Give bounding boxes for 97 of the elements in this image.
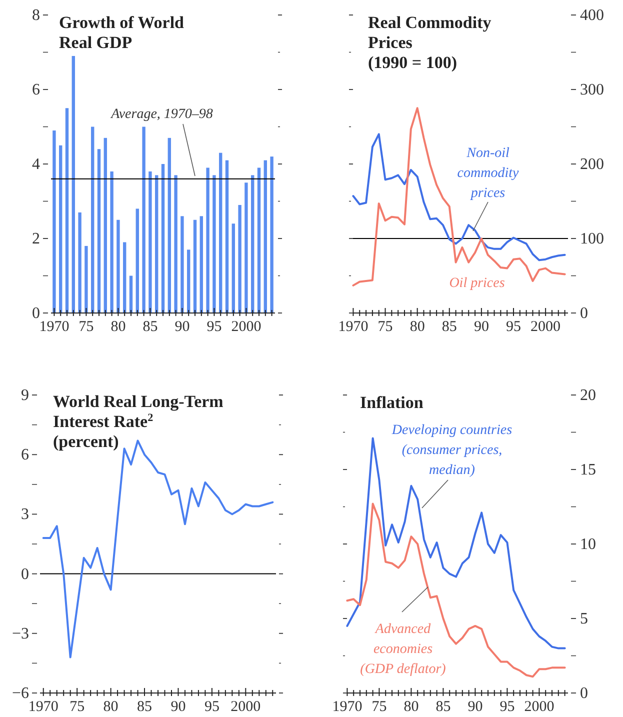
x-tick-label: 95: [506, 319, 521, 335]
x-tick-label: 80: [410, 319, 425, 335]
bar: [251, 175, 254, 313]
y2-tick-label: 20: [580, 387, 596, 404]
x-tick-label: 80: [110, 319, 126, 335]
x-tick-label: 80: [404, 699, 419, 715]
bar: [136, 208, 139, 313]
x-tick-label: 95: [500, 699, 515, 715]
ref-line-label: Average, 1970–98: [110, 107, 213, 122]
bar: [155, 175, 158, 313]
bar: [97, 149, 101, 313]
chart-title: World Real Long-Term Interest Rate$^{2}$: [53, 392, 224, 431]
y-tick-label: −6: [12, 685, 29, 702]
bar: [200, 216, 203, 313]
x-tick-label: 1970: [338, 319, 368, 335]
bar: [174, 175, 178, 313]
y-tick-label: 0: [32, 305, 40, 322]
bar: [59, 145, 62, 313]
x-tick-label: 85: [142, 319, 158, 335]
x-tick-label: 2000: [230, 699, 261, 715]
bar: [219, 152, 222, 313]
bar: [84, 246, 88, 313]
x-tick-label: 90: [474, 319, 489, 335]
bar: [142, 126, 146, 313]
y-tick-label: −3: [12, 625, 29, 642]
x-tick-label: 1970: [332, 699, 362, 715]
bar: [148, 171, 152, 313]
chart-title: Inflation: [360, 393, 424, 412]
y-tick-label: 4: [32, 156, 40, 173]
y-tick-label: 6: [32, 82, 40, 98]
x-tick-label: 85: [436, 699, 451, 715]
x-tick-label: 2000: [530, 319, 561, 335]
y2-tick-label: 15: [580, 462, 596, 478]
series-label: Advanced economies (GDP deflator): [360, 622, 446, 677]
bar: [65, 108, 69, 313]
y-tick-label: 9: [21, 387, 29, 404]
x-tick-label: 75: [78, 319, 94, 335]
y2-tick-label: 10: [580, 536, 596, 553]
y2-tick-label: 0: [580, 685, 588, 702]
x-tick-label: 85: [442, 319, 457, 335]
line-series: [352, 133, 566, 262]
bar: [52, 130, 56, 313]
bar: [104, 138, 107, 313]
bar: [78, 212, 82, 313]
text: Growth of World Real GDP: [59, 13, 185, 52]
bar: [180, 216, 184, 313]
y2-tick-label: 0: [580, 305, 588, 322]
x-tick-label: 1970: [39, 319, 70, 335]
bar: [116, 220, 120, 313]
bar: [232, 224, 235, 313]
bar: [193, 220, 197, 313]
text: Real Commodity Prices: [368, 13, 492, 52]
x-tick-label: 1970: [28, 699, 58, 715]
x-tick-label: 2000: [231, 319, 262, 335]
line-series: [346, 502, 566, 678]
bar: [129, 276, 133, 313]
bar: [206, 168, 210, 313]
x-tick-label: 75: [378, 319, 393, 335]
y2-tick-label: 100: [580, 230, 604, 248]
y2-tick-label: 200: [580, 156, 604, 173]
series-label: Developing countries (consumer prices, median): [390, 423, 513, 478]
series-label: Non-oil commodity prices: [457, 146, 520, 201]
y-tick-label: 8: [32, 7, 40, 24]
bar: [187, 250, 190, 313]
x-tick-label: 95: [204, 699, 220, 715]
bar: [123, 242, 126, 313]
bar: [270, 156, 274, 313]
x-tick-label: 80: [103, 699, 118, 715]
x-tick-label: 2000: [524, 699, 554, 715]
bar: [72, 56, 75, 313]
y2-tick-label: 5: [580, 610, 588, 628]
y-tick-label: 0: [21, 566, 29, 583]
bar: [161, 164, 165, 313]
bar: [91, 126, 94, 313]
text: (percent): [53, 432, 119, 451]
bar: [225, 160, 229, 313]
y-tick-label: 3: [21, 506, 29, 524]
bar: [244, 182, 248, 313]
x-tick-label: 90: [468, 699, 483, 715]
x-tick-label: 90: [174, 319, 190, 335]
y-tick-label: 2: [32, 230, 40, 248]
y-tick-label: 6: [21, 446, 29, 464]
bar: [168, 138, 171, 313]
bar: [212, 175, 216, 313]
x-tick-label: 90: [170, 699, 186, 715]
bar: [257, 168, 261, 313]
series-label: Oil prices: [449, 276, 506, 291]
text: (1990 = 100): [368, 53, 458, 72]
bar: [264, 160, 267, 313]
y2-tick-label: 400: [580, 7, 604, 24]
x-tick-label: 85: [137, 699, 152, 715]
bar: [110, 171, 114, 313]
x-tick-label: 95: [206, 319, 222, 335]
x-tick-label: 75: [70, 699, 85, 715]
x-tick-label: 75: [372, 699, 387, 715]
bar: [238, 204, 242, 313]
y2-tick-label: 300: [580, 82, 604, 98]
